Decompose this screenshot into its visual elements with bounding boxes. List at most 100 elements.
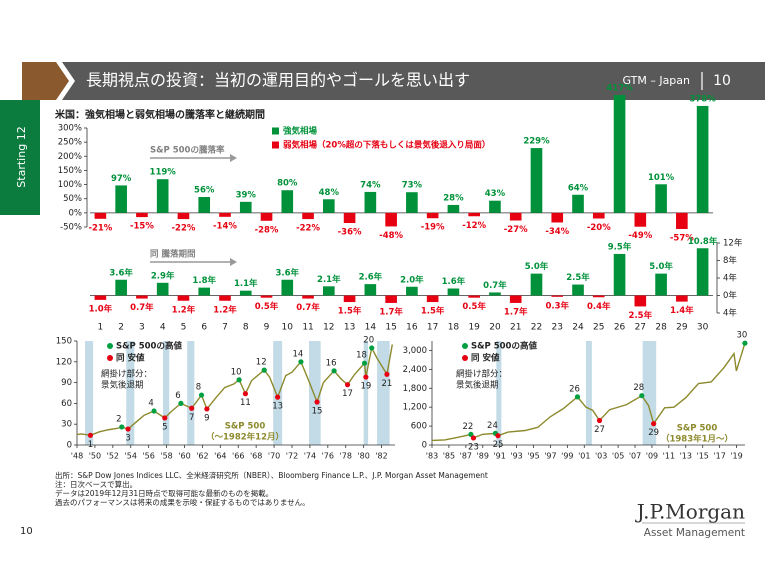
value-label: 73%: [402, 181, 423, 191]
y-tick-label: 300%: [58, 124, 82, 134]
marker-label: 17: [342, 389, 353, 399]
peak-trough-marker: [242, 391, 249, 397]
value-label: 0.5年: [462, 301, 486, 312]
peak-trough-marker: [119, 424, 125, 430]
marker-label: 24: [487, 421, 498, 431]
legend-label: 強気相場: [283, 126, 318, 137]
x-tick-label: '58: [160, 452, 172, 461]
footnote: データは2019年12月31日時点で取得可能な最新のものを掲載。: [55, 488, 273, 498]
value-label: 378%: [689, 94, 716, 104]
marker-label: 23: [468, 442, 479, 452]
bar: [385, 295, 397, 303]
bar: [509, 295, 522, 303]
bar: [592, 295, 605, 298]
x-tick-label: '85: [443, 452, 455, 461]
value-label: -21%: [88, 223, 112, 233]
marker-label: 26: [569, 384, 580, 394]
value-label: 39%: [236, 190, 257, 200]
bar: [177, 212, 190, 220]
y-tick-label: 0年: [723, 290, 737, 301]
value-label: 0.7年: [130, 302, 154, 313]
series-label: （～1982年12月）: [206, 432, 284, 443]
recession-band: [377, 341, 390, 445]
x-tick-label: 30: [697, 323, 709, 333]
value-label: 1.0年: [89, 303, 113, 314]
bar: [115, 279, 127, 296]
peak-trough-marker: [363, 374, 369, 380]
y-tick-label: 4年: [723, 308, 737, 319]
value-label: 0.7年: [483, 280, 507, 291]
peak-trough-marker: [151, 408, 157, 414]
marker-label: 22: [462, 422, 473, 432]
bar: [198, 287, 211, 296]
value-label: 417%: [606, 83, 633, 93]
marker-label: 8: [196, 383, 201, 393]
marker-label: 18: [356, 351, 367, 361]
value-label: 2.9年: [151, 270, 175, 281]
value-label: -19%: [421, 223, 445, 233]
y-tick-label: 30: [61, 420, 72, 430]
bar: [447, 204, 460, 213]
peak-trough-marker: [369, 345, 375, 351]
legend-label: S&P 500の高値: [471, 341, 537, 352]
recession-band: [309, 341, 321, 445]
x-tick-label: 28: [655, 323, 667, 333]
marker-label: 28: [633, 383, 644, 393]
legend-marker: [107, 355, 113, 361]
x-tick-label: '01: [578, 452, 590, 461]
bar: [426, 295, 439, 303]
peak-trough-marker: [314, 399, 320, 405]
value-label: 1.7年: [379, 306, 403, 317]
y-tick-label: 1,200: [403, 403, 427, 413]
peak-trough-marker: [361, 360, 368, 366]
recession-label: 景気後退期: [101, 380, 144, 391]
x-tick-label: '03: [595, 452, 607, 461]
recession-label: 網掛け部分：: [456, 369, 507, 380]
legend-label: 弱気相場（20%超の下落もしくは景気後退入り局面）: [283, 140, 490, 151]
x-tick-label: 8: [243, 323, 249, 333]
value-label: 1.5年: [338, 306, 362, 317]
value-label: -12%: [462, 221, 486, 231]
footnote: 過去のパフォーマンスは将来の成果を示唆・保証するものではありません。: [55, 497, 310, 507]
bar: [655, 184, 667, 213]
value-label: 1.6年: [442, 276, 466, 287]
peak-trough-marker: [495, 433, 501, 439]
x-tick-label: '62: [196, 452, 208, 461]
value-label: 9.5年: [608, 241, 632, 252]
peak-trough-marker: [742, 340, 748, 346]
x-tick-label: 19: [468, 323, 480, 333]
y-tick-label: 100%: [58, 180, 82, 190]
x-tick-label: '74: [304, 452, 316, 461]
recession-band: [85, 341, 94, 445]
bar: [94, 295, 107, 300]
header-bar: [62, 62, 765, 100]
value-label: -15%: [130, 222, 154, 232]
x-tick-label: '52: [107, 452, 119, 461]
value-label: 1.2年: [213, 304, 237, 315]
bar: [260, 295, 273, 298]
logo-name: J.P.Morgan: [635, 500, 745, 524]
x-tick-label: 10: [282, 323, 294, 333]
value-label: 56%: [194, 186, 215, 196]
series-label: （1983年1月～）: [661, 434, 733, 445]
value-label: 229%: [523, 137, 550, 147]
bar: [426, 212, 439, 219]
bar: [177, 295, 190, 301]
series-label: S&P 500: [225, 422, 266, 432]
value-label: -27%: [504, 225, 528, 235]
y-tick-label: 150%: [58, 166, 82, 176]
annotation: S&P 500の騰落率: [150, 145, 225, 156]
peak-trough-marker: [574, 394, 581, 400]
bar: [468, 212, 480, 217]
legend-marker: [462, 343, 468, 349]
marker-label: 16: [326, 358, 337, 368]
bar: [198, 197, 211, 213]
value-label: 0.7年: [296, 302, 320, 313]
bar: [655, 273, 667, 296]
value-label: 101%: [648, 173, 675, 183]
value-label: -36%: [338, 228, 362, 238]
x-tick-label: 15: [385, 323, 396, 333]
marker-label: 2: [116, 414, 121, 424]
marker-label: 19: [360, 382, 371, 392]
